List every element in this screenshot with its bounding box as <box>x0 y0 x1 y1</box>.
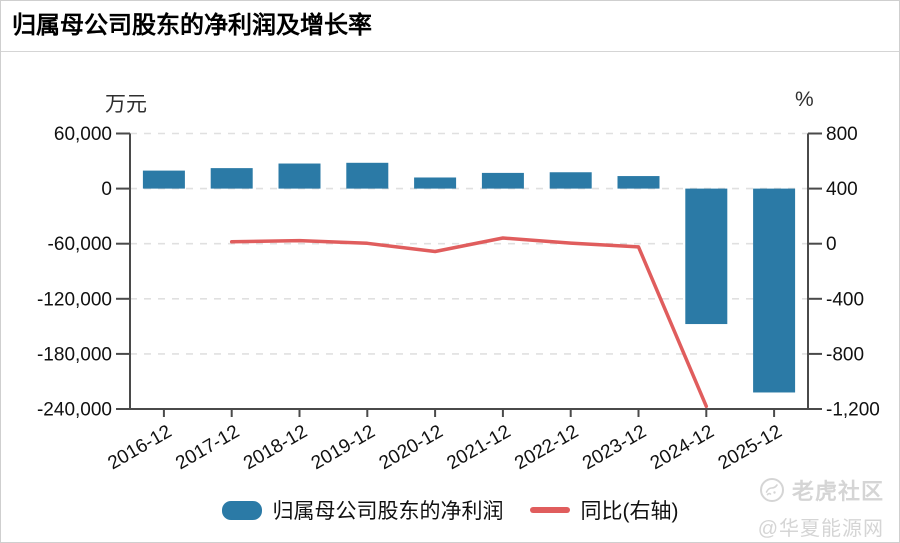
left-axis-tick-label: 0 <box>101 179 112 200</box>
legend-item-yoy: 同比(右轴) <box>529 495 679 525</box>
x-axis-label-2018-12: 2018-12 <box>240 421 311 474</box>
watermark-source: @华夏能源网 <box>757 518 884 540</box>
bar-2025-12 <box>753 188 796 393</box>
left-axis-tick-label: -60,000 <box>48 234 112 255</box>
bar-2017-12 <box>210 168 253 189</box>
bar-series-swatch <box>221 500 262 520</box>
x-axis-label-2020-12: 2020-12 <box>376 421 447 474</box>
tiger-logo-icon <box>759 478 784 502</box>
x-axis-label-2025-12: 2025-12 <box>715 421 786 474</box>
watermark-community-text: 老虎社区 <box>791 479 884 504</box>
line-series-swatch <box>529 507 570 513</box>
right-axis-tick-label: 400 <box>826 179 858 200</box>
left-axis-tick-label: -120,000 <box>37 289 112 310</box>
right-axis-tick-label: -400 <box>826 289 864 310</box>
left-axis-tick-label: -180,000 <box>37 344 112 365</box>
bar-2023-12 <box>617 176 660 189</box>
bar-2016-12 <box>142 170 185 189</box>
x-axis-label-2016-12: 2016-12 <box>105 421 176 474</box>
left-axis-tick-label: 60,000 <box>54 124 112 145</box>
right-axis-tick-label: -800 <box>826 344 864 365</box>
chart-title: 归属母公司股东的净利润及增长率 <box>12 12 372 39</box>
legend: 归属母公司股东的净利润 同比(右轴) <box>1 495 899 525</box>
yoy-line <box>229 236 709 409</box>
left-axis-tick-label: -240,000 <box>37 400 112 421</box>
x-axis-label-2022-12: 2022-12 <box>511 421 582 474</box>
bar-2024-12 <box>685 188 728 325</box>
x-axis-label-2023-12: 2023-12 <box>579 421 650 474</box>
x-axis-label-2024-12: 2024-12 <box>647 421 718 474</box>
legend-label-net-profit: 归属母公司股东的净利润 <box>272 500 504 523</box>
bar-2018-12 <box>278 163 321 189</box>
right-axis-unit: % <box>795 88 814 111</box>
left-axis-unit: 万元 <box>105 93 147 116</box>
watermark: 老虎社区 @华夏能源网 <box>758 474 884 541</box>
right-axis-tick-label: 0 <box>826 234 837 255</box>
title-separator <box>1 51 899 52</box>
x-axis-label-2021-12: 2021-12 <box>444 421 515 474</box>
right-axis-tick-label: -1,200 <box>826 400 880 421</box>
bar-2021-12 <box>481 172 524 189</box>
watermark-community: 老虎社区 <box>759 474 884 506</box>
legend-item-net-profit: 归属母公司股东的净利润 <box>221 495 504 525</box>
bar-2022-12 <box>549 172 592 189</box>
x-axis-label-2019-12: 2019-12 <box>308 421 379 474</box>
x-axis-label-2017-12: 2017-12 <box>172 421 243 474</box>
bar-2019-12 <box>346 162 389 189</box>
legend-label-yoy: 同比(右轴) <box>580 500 679 523</box>
right-axis-tick-label: 800 <box>826 124 858 145</box>
bar-2020-12 <box>414 177 457 189</box>
